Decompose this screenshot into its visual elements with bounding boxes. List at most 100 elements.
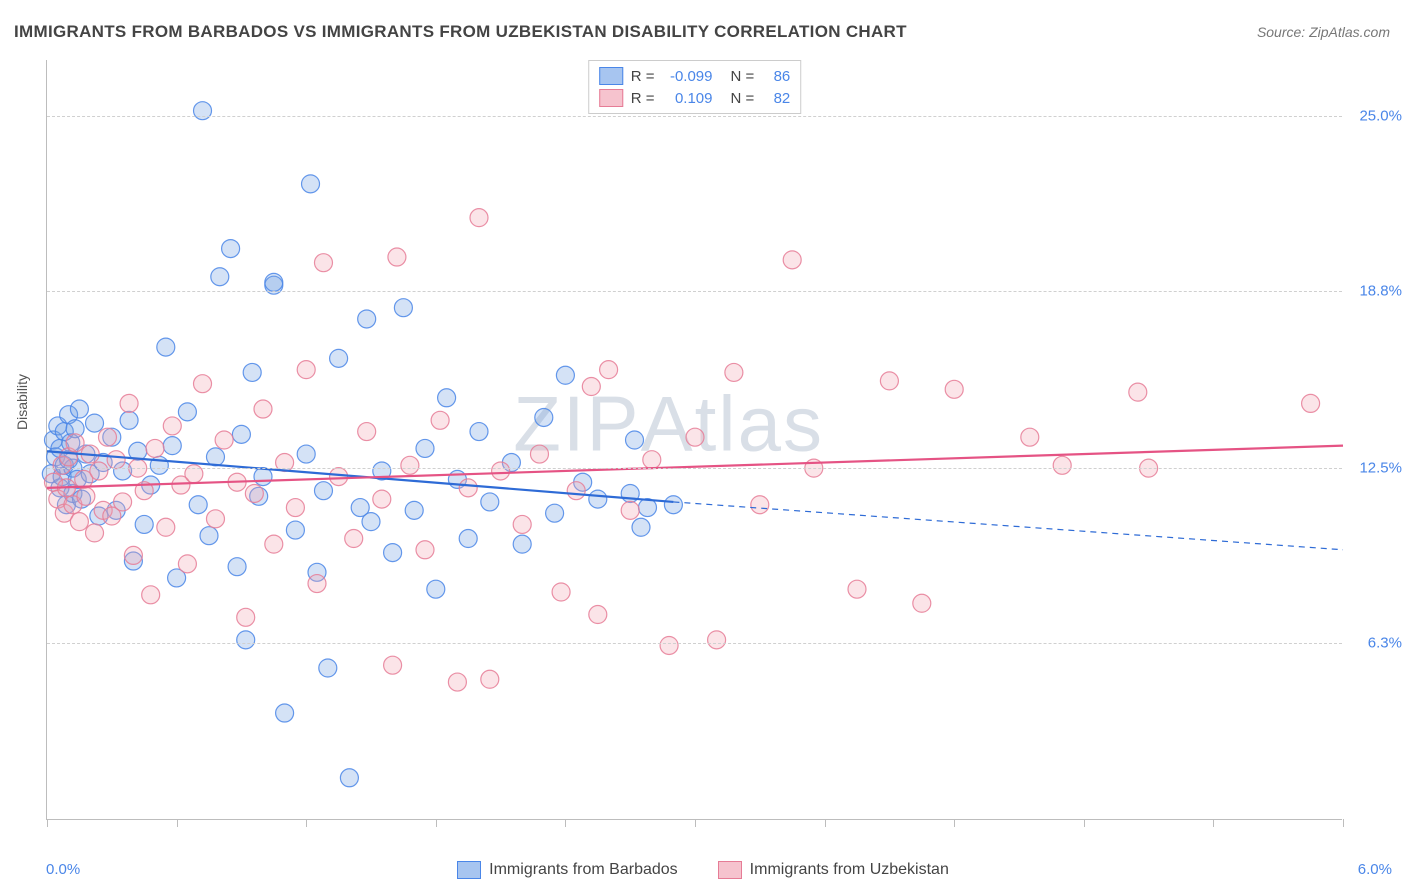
data-point — [358, 423, 376, 441]
data-point — [157, 518, 175, 536]
series-legend-item: Immigrants from Barbados — [457, 861, 678, 879]
y-axis-label: Disability — [14, 374, 30, 430]
data-point — [481, 670, 499, 688]
data-point — [308, 575, 326, 593]
data-point — [98, 428, 116, 446]
x-tick — [177, 819, 178, 827]
legend-r-label: R = — [631, 90, 655, 107]
x-tick — [47, 819, 48, 827]
data-point — [163, 437, 181, 455]
data-point — [70, 400, 88, 418]
data-point — [470, 209, 488, 227]
legend-row: R =0.109N =82 — [599, 87, 791, 109]
chart-plot-area: ZIPAtlas R =-0.099N =86R =0.109N =82 6.3… — [46, 60, 1342, 820]
data-point — [163, 417, 181, 435]
source-label: Source: ZipAtlas.com — [1257, 24, 1390, 40]
data-point — [751, 496, 769, 514]
data-point — [211, 268, 229, 286]
data-point — [427, 580, 445, 598]
data-point — [314, 254, 332, 272]
data-point — [470, 423, 488, 441]
x-tick — [565, 819, 566, 827]
legend-n-label: N = — [731, 68, 755, 85]
data-point — [114, 493, 132, 511]
chart-title: IMMIGRANTS FROM BARBADOS VS IMMIGRANTS F… — [14, 22, 907, 42]
data-point — [1302, 394, 1320, 412]
y-tick-label: 18.8% — [1350, 282, 1402, 299]
data-point — [600, 361, 618, 379]
legend-swatch — [457, 861, 481, 879]
gridline — [47, 116, 1342, 117]
data-point — [232, 425, 250, 443]
data-point — [302, 175, 320, 193]
data-point — [438, 389, 456, 407]
data-point — [215, 431, 233, 449]
data-point — [330, 468, 348, 486]
data-point — [492, 462, 510, 480]
data-point — [1129, 383, 1147, 401]
legend-swatch — [599, 89, 623, 107]
data-point — [725, 363, 743, 381]
data-point — [401, 456, 419, 474]
data-point — [286, 521, 304, 539]
legend-swatch — [599, 67, 623, 85]
data-point — [237, 631, 255, 649]
data-point — [626, 431, 644, 449]
legend-n-label: N = — [731, 90, 755, 107]
data-point — [530, 445, 548, 463]
data-point — [513, 535, 531, 553]
x-tick — [436, 819, 437, 827]
data-point — [945, 380, 963, 398]
data-point — [1021, 428, 1039, 446]
data-point — [297, 361, 315, 379]
data-point — [135, 515, 153, 533]
data-point — [286, 499, 304, 517]
data-point — [146, 439, 164, 457]
x-tick — [695, 819, 696, 827]
x-tick — [1084, 819, 1085, 827]
data-point — [708, 631, 726, 649]
data-point — [358, 310, 376, 328]
data-point — [142, 586, 160, 604]
data-point — [206, 448, 224, 466]
y-tick-label: 12.5% — [1350, 460, 1402, 477]
x-tick — [306, 819, 307, 827]
legend-n-value: 82 — [762, 90, 790, 107]
data-point — [237, 608, 255, 626]
data-point — [107, 451, 125, 469]
data-point — [384, 544, 402, 562]
data-point — [416, 541, 434, 559]
scatter-svg — [47, 60, 1342, 819]
data-point — [880, 372, 898, 390]
data-point — [245, 484, 263, 502]
data-point — [314, 482, 332, 500]
data-point — [70, 513, 88, 531]
data-point — [589, 490, 607, 508]
data-point — [567, 482, 585, 500]
x-tick — [825, 819, 826, 827]
data-point — [589, 606, 607, 624]
data-point — [664, 496, 682, 514]
series-legend-label: Immigrants from Barbados — [489, 861, 678, 879]
data-point — [513, 515, 531, 533]
data-point — [86, 414, 104, 432]
y-tick-label: 25.0% — [1350, 108, 1402, 125]
y-tick-label: 6.3% — [1350, 634, 1402, 651]
data-point — [848, 580, 866, 598]
legend-swatch — [718, 861, 742, 879]
data-point — [394, 299, 412, 317]
data-point — [77, 487, 95, 505]
data-point — [405, 501, 423, 519]
data-point — [552, 583, 570, 601]
legend-row: R =-0.099N =86 — [599, 65, 791, 87]
data-point — [200, 527, 218, 545]
data-point — [120, 394, 138, 412]
data-point — [448, 673, 466, 691]
data-point — [686, 428, 704, 446]
data-point — [265, 535, 283, 553]
data-point — [546, 504, 564, 522]
data-point — [243, 363, 261, 381]
data-point — [783, 251, 801, 269]
data-point — [556, 366, 574, 384]
data-point — [124, 546, 142, 564]
